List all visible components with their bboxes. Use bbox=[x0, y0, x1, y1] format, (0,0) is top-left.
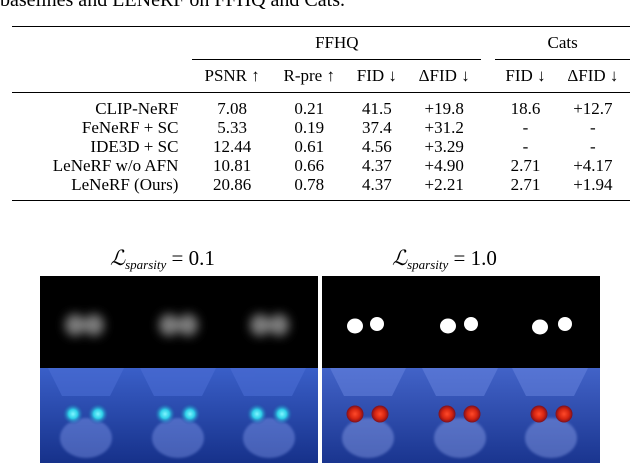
group-cats: Cats bbox=[495, 26, 630, 60]
value-cell: 5.33 bbox=[217, 118, 248, 137]
sharp-mask-image bbox=[347, 317, 572, 335]
blurry-mask-image bbox=[65, 314, 289, 336]
table-body: CLIP-NeRF 7.08 0.21 41.5 +19.8 18.6 +12.7 FeNeR… bbox=[12, 92, 630, 201]
value-cell: 4.37 bbox=[361, 175, 392, 194]
value-cell: +2.21 bbox=[424, 175, 464, 194]
value-cell: +4.17 bbox=[573, 156, 613, 175]
group-header-row: FFHQ Cats bbox=[12, 26, 630, 60]
value-cell: 0.21 bbox=[294, 99, 325, 118]
method-cell: LeNeRF (Ours) bbox=[71, 175, 179, 194]
value-cell: 18.6 bbox=[510, 99, 541, 118]
value-cell: - bbox=[522, 118, 529, 137]
table-row: LeNeRF w/o AFN 10.81 0.66 4.37 +4.90 2.71 +4.1… bbox=[12, 156, 630, 175]
value-cell: 10.81 bbox=[213, 156, 252, 175]
results-table: FFHQ Cats PSNR ↑ R-pre ↑ FID ↓ ΔFID ↓ FI… bbox=[12, 26, 630, 201]
cat-row-heatmap-0-1 bbox=[40, 368, 318, 463]
table-row: FeNeRF + SC 5.33 0.19 37.4 +31.2 - - bbox=[12, 118, 630, 137]
value-cell: 0.66 bbox=[294, 156, 325, 175]
panel-title-sparsity-1-0: ℒsparsity = 1.0 bbox=[392, 246, 497, 272]
value-cell: 0.19 bbox=[294, 118, 325, 137]
value-cell: +3.29 bbox=[424, 137, 464, 156]
value-cell: +12.7 bbox=[573, 99, 613, 118]
panel-sparsity-1-0 bbox=[322, 276, 600, 463]
table-row: CLIP-NeRF 7.08 0.21 41.5 +19.8 18.6 +12.7 bbox=[12, 92, 630, 119]
column-header-row: PSNR ↑ R-pre ↑ FID ↓ ΔFID ↓ FID ↓ ΔFID ↓ bbox=[12, 60, 630, 93]
col-fid-cats: FID ↓ bbox=[505, 66, 546, 85]
cat-row-heatmap-1-0 bbox=[322, 368, 600, 463]
value-cell: 41.5 bbox=[361, 99, 392, 118]
value-cell: 4.37 bbox=[361, 156, 392, 175]
value-cell: 4.56 bbox=[361, 137, 392, 156]
value-cell: - bbox=[590, 118, 596, 137]
value-cell: +31.2 bbox=[424, 118, 464, 137]
col-rpre: R-pre ↑ bbox=[283, 66, 335, 85]
value-cell: 2.71 bbox=[510, 156, 541, 175]
table-row: IDE3D + SC 12.44 0.61 4.56 +3.29 - - bbox=[12, 137, 630, 156]
mask-row-sharp bbox=[322, 276, 600, 368]
method-cell: FeNeRF + SC bbox=[81, 118, 179, 137]
table-row: LeNeRF (Ours) 20.86 0.78 4.37 +2.21 2.71 +1.94 bbox=[12, 175, 630, 201]
value-cell: +1.94 bbox=[573, 175, 613, 194]
method-cell: LeNeRF w/o AFN bbox=[52, 156, 179, 175]
mask-row-blurry bbox=[40, 276, 318, 368]
value-cell: 0.78 bbox=[294, 175, 325, 194]
value-cell: 37.4 bbox=[361, 118, 392, 137]
panel-sparsity-0-1 bbox=[40, 276, 318, 463]
col-dfid-cats: ΔFID ↓ bbox=[567, 66, 619, 85]
col-dfid-ffhq: ΔFID ↓ bbox=[418, 66, 470, 85]
table-caption: baselines and LENeRF on FFHQ and Cats. bbox=[0, 0, 345, 11]
cat-heatmap-image bbox=[322, 368, 600, 463]
col-psnr: PSNR ↑ bbox=[204, 66, 260, 85]
panel-title-sparsity-0-1: ℒsparsity = 0.1 bbox=[110, 246, 215, 272]
value-cell: 12.44 bbox=[213, 137, 252, 156]
value-cell: +4.90 bbox=[424, 156, 464, 175]
method-cell: CLIP-NeRF bbox=[95, 99, 179, 118]
value-cell: - bbox=[590, 137, 596, 156]
value-cell: - bbox=[522, 137, 529, 156]
value-cell: 2.71 bbox=[510, 175, 541, 194]
value-cell: 20.86 bbox=[213, 175, 252, 194]
col-fid-ffhq: FID ↓ bbox=[356, 66, 397, 85]
value-cell: 0.61 bbox=[294, 137, 325, 156]
group-ffhq: FFHQ bbox=[192, 26, 482, 60]
value-cell: +19.8 bbox=[424, 99, 464, 118]
cat-heatmap-image bbox=[40, 368, 318, 463]
value-cell: 7.08 bbox=[217, 99, 248, 118]
method-cell: IDE3D + SC bbox=[90, 137, 179, 156]
